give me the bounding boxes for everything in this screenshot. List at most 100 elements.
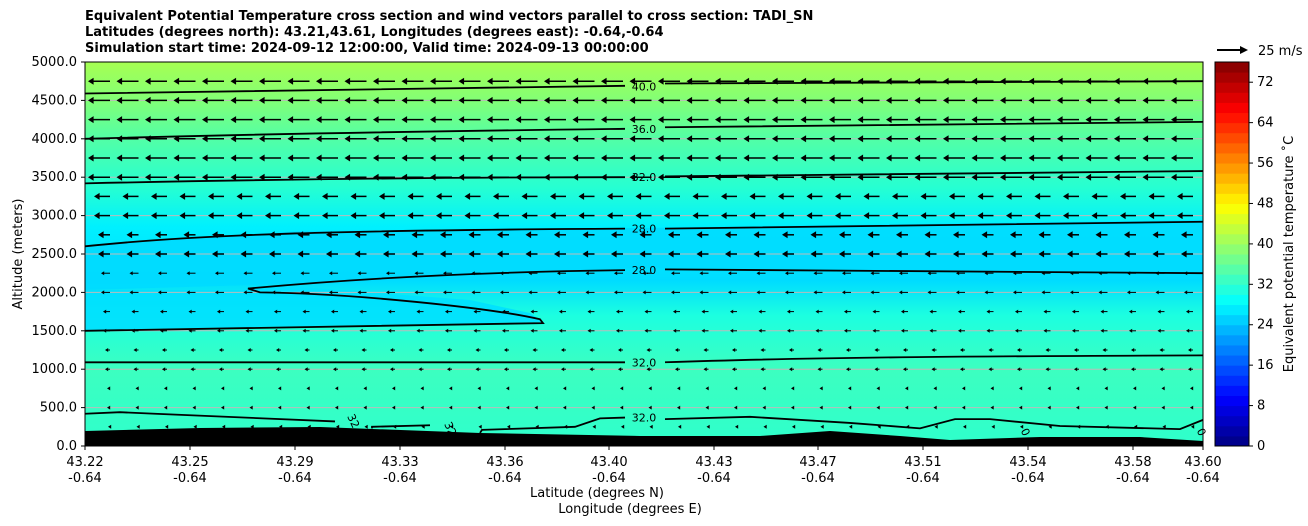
x-tick-label-lon: -0.64 [592,471,626,486]
wind-arrowhead [98,250,104,258]
colorbar-band [1215,193,1249,204]
wind-arrowhead [896,250,902,258]
wind-arrowhead [671,271,675,276]
wind-arrowhead [135,405,139,410]
wind-arrowhead [1000,173,1006,181]
wind-arrowhead [705,405,709,410]
contour-label: 32.0 [632,171,657,184]
wind-arrowhead [230,77,237,85]
wind-arrowhead [1102,367,1106,372]
colorbar-band [1215,365,1249,376]
wind-arrowhead [544,96,550,104]
wind-arrowhead [249,405,253,410]
wind-arrowhead [528,290,532,295]
wind-arrowhead [94,212,100,220]
wind-arrowhead [361,367,365,372]
wind-arrowhead [1142,135,1149,143]
wind-arrowhead [458,96,465,104]
wind-arrowhead [953,231,959,239]
wind-arrowhead [903,348,907,352]
wind-arrowhead [464,212,471,220]
wind-arrowhead [857,154,864,162]
wind-arrowhead [449,405,453,410]
y-tick-label: 1000.0 [32,362,78,377]
wind-arrowhead [504,367,508,372]
cold-pocket-lower [85,285,543,330]
wind-arrowhead [215,271,219,276]
wind-arrowhead [648,405,652,410]
wind-arrowhead [956,290,960,295]
wind-arrowhead [787,328,791,333]
x-tick-label-lon: -0.64 [697,471,731,486]
colorbar-tick-label: 32 [1257,277,1274,292]
wind-arrowhead [304,367,308,372]
x-tick-label-lat: 43.43 [695,455,732,470]
contour-line [84,170,1204,185]
wind-arrowhead [401,77,408,85]
wind-arrowhead [1184,290,1188,295]
wind-arrowhead [949,192,955,200]
wind-arrowhead [857,173,864,181]
wind-arrowhead [269,250,275,258]
wind-arrowhead [164,405,168,410]
wind-arrowhead [487,135,493,143]
wind-arrowhead [1114,96,1120,104]
wind-arrowhead [373,154,379,162]
colorbar-band [1215,92,1249,103]
wind-arrowhead [544,135,550,143]
colorbar-band [1215,122,1249,134]
wind-arrowhead [699,271,703,276]
wind-arrowhead [1131,348,1135,352]
wind-arrowhead [963,424,967,429]
wind-arrowhead [971,173,978,181]
colorbar-band [1215,72,1249,83]
wind-arrowhead [126,250,133,258]
wind-arrowhead [1190,405,1194,410]
wind-arrowhead [122,212,129,220]
wind-arrowhead [1076,386,1080,391]
wind-arrowhead [1120,212,1126,220]
wind-arrowhead [155,231,161,239]
contour-label: 32.0 [632,356,657,369]
wind-arrowhead [1085,173,1092,181]
wind-arrowhead [236,192,243,200]
wind-arrowhead [943,135,949,143]
wind-arrowhead [639,250,646,258]
wind-arrowhead [416,309,420,314]
wind-arrowhead [316,96,322,104]
wind-arrowhead [829,116,835,124]
wind-arrowhead [872,328,876,333]
wind-arrowhead [306,386,310,391]
wind-arrowhead [728,290,732,295]
wind-arrowhead [578,212,585,220]
wind-arrowhead [699,290,703,295]
wind-arrowhead [810,250,817,258]
contour-line [84,354,1204,364]
wind-arrowhead [743,154,750,162]
wind-arrowhead [929,309,933,314]
wind-arrowhead [383,231,389,239]
colorbar-band [1215,203,1249,215]
wind-arrowhead [515,116,522,124]
wind-arrowhead [1159,367,1163,372]
wind-arrowhead [521,212,528,220]
colorbar-band [1215,223,1249,235]
wind-arrowhead [208,212,214,220]
wind-arrowhead [692,212,699,220]
wind-arrowhead [962,386,966,391]
x-tick-label-lat: 43.33 [381,455,418,470]
wind-arrowhead [88,77,94,85]
wind-arrowhead [162,367,166,372]
wind-arrowhead [920,212,927,220]
wind-arrowhead [192,386,196,391]
colorbar-band [1215,264,1249,275]
wind-arrowhead [240,250,247,258]
wind-arrowhead [943,173,949,181]
wind-arrowhead [316,116,322,124]
wind-arrowhead [582,231,589,239]
x-axis: 43.22-0.6443.25-0.6443.29-0.6443.33-0.64… [66,446,1222,486]
wind-arrowhead [302,328,306,333]
wind-arrowhead [475,348,479,352]
wind-arrowhead [245,328,249,333]
wind-arrowhead [116,154,123,162]
